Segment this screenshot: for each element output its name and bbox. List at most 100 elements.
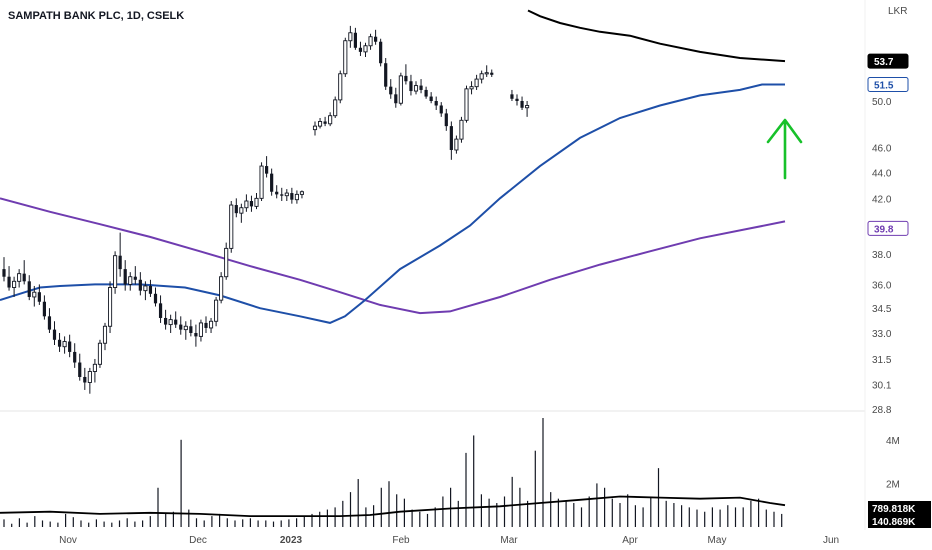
price-tick-label: 50.0 (872, 97, 892, 108)
volume-panel[interactable] (0, 418, 786, 527)
price-tick-label: 34.5 (872, 304, 892, 315)
candle (348, 25, 353, 48)
price-tick-label: 38.0 (872, 250, 892, 261)
price-tick-label: 33.0 (872, 329, 892, 340)
candle (168, 314, 173, 333)
price-axis[interactable]: 50.0 46.0 44.0 42.0 38.0 36.0 34.5 33.0 31.5 30.1… (872, 97, 892, 416)
volume-axis[interactable]: 4M 2M 789.818K 140.869K (868, 436, 931, 528)
candle (78, 353, 82, 381)
candle (490, 69, 494, 77)
candle (464, 85, 469, 123)
candle (128, 272, 133, 291)
candle (219, 272, 224, 304)
svg-text:789.818K: 789.818K (872, 504, 916, 515)
candle (358, 41, 363, 56)
candle (62, 336, 67, 354)
time-tick-label: May (708, 535, 727, 546)
ma-fast-line (0, 83, 785, 324)
candle (343, 37, 348, 77)
candle (224, 242, 229, 280)
candle (68, 334, 72, 358)
candle (515, 94, 519, 106)
svg-text:53.7: 53.7 (874, 57, 894, 68)
volume-tick-label: 2M (886, 479, 900, 490)
candle (194, 324, 198, 347)
candle (87, 367, 92, 394)
candle (394, 87, 398, 108)
candle (183, 321, 188, 340)
candle (434, 96, 438, 111)
volume-tick-label: 4M (886, 436, 900, 447)
svg-text:140.869K: 140.869K (872, 517, 916, 528)
candle (328, 112, 333, 127)
candle (439, 102, 443, 117)
candle (174, 311, 178, 328)
candle (389, 79, 393, 99)
candle (249, 195, 254, 212)
price-badge: 51.5 (867, 76, 909, 92)
candle (138, 272, 142, 296)
candle (424, 86, 428, 99)
ma-fast-line-group (0, 83, 785, 324)
price-tick-label: 42.0 (872, 194, 892, 205)
candle (22, 260, 26, 285)
time-tick-label: Apr (622, 535, 638, 546)
time-tick-label: Dec (189, 535, 207, 546)
candle (275, 185, 279, 199)
candle (27, 275, 31, 301)
candle (280, 187, 284, 202)
candle (312, 121, 318, 136)
candle (73, 343, 77, 368)
candle (459, 116, 464, 143)
candle (204, 316, 208, 333)
candle (133, 266, 137, 285)
candle (404, 64, 408, 85)
time-axis[interactable]: Nov Dec 2023 Feb Mar Apr May Jun (59, 535, 839, 546)
candle (57, 332, 62, 352)
price-panel[interactable] (0, 9, 803, 394)
candle (429, 92, 433, 104)
candle (97, 339, 102, 368)
candle (208, 317, 214, 333)
candle (368, 33, 373, 50)
price-tick-label: 31.5 (872, 355, 892, 366)
candle (158, 295, 163, 323)
candle (363, 42, 368, 57)
candle (323, 116, 327, 127)
candle (198, 319, 204, 342)
time-tick-label: 2023 (280, 535, 303, 546)
candle (2, 257, 6, 282)
candle (12, 276, 17, 297)
candle (102, 322, 108, 351)
volume-badge: 140.869K (868, 514, 931, 528)
candle (265, 156, 269, 178)
candle (413, 81, 419, 95)
price-badges: 53.7 51.5 39.8 (867, 53, 909, 236)
volume-badge: 789.818K (868, 501, 931, 515)
candle (17, 269, 22, 288)
candle (164, 309, 168, 330)
candle (254, 193, 259, 210)
candle (7, 266, 11, 291)
arrow-shape (766, 118, 803, 180)
candle (333, 96, 338, 119)
candle (234, 198, 238, 218)
volume-bars-group (3, 418, 783, 527)
time-tick-label: Nov (59, 535, 77, 546)
candle (510, 89, 514, 101)
chart-title: SAMPATH BANK PLC, 1D, CSELK (8, 10, 184, 22)
candle (284, 189, 289, 202)
price-tick-label: 44.0 (872, 168, 892, 179)
candle (179, 316, 183, 335)
candle (52, 321, 57, 345)
candle (449, 121, 453, 160)
candle (379, 38, 383, 67)
candle (525, 101, 530, 117)
candle (239, 203, 244, 223)
candle (469, 81, 474, 95)
volume-avg-line-group (0, 495, 786, 517)
candle (290, 187, 294, 204)
candle (37, 284, 41, 305)
candle (92, 358, 97, 383)
